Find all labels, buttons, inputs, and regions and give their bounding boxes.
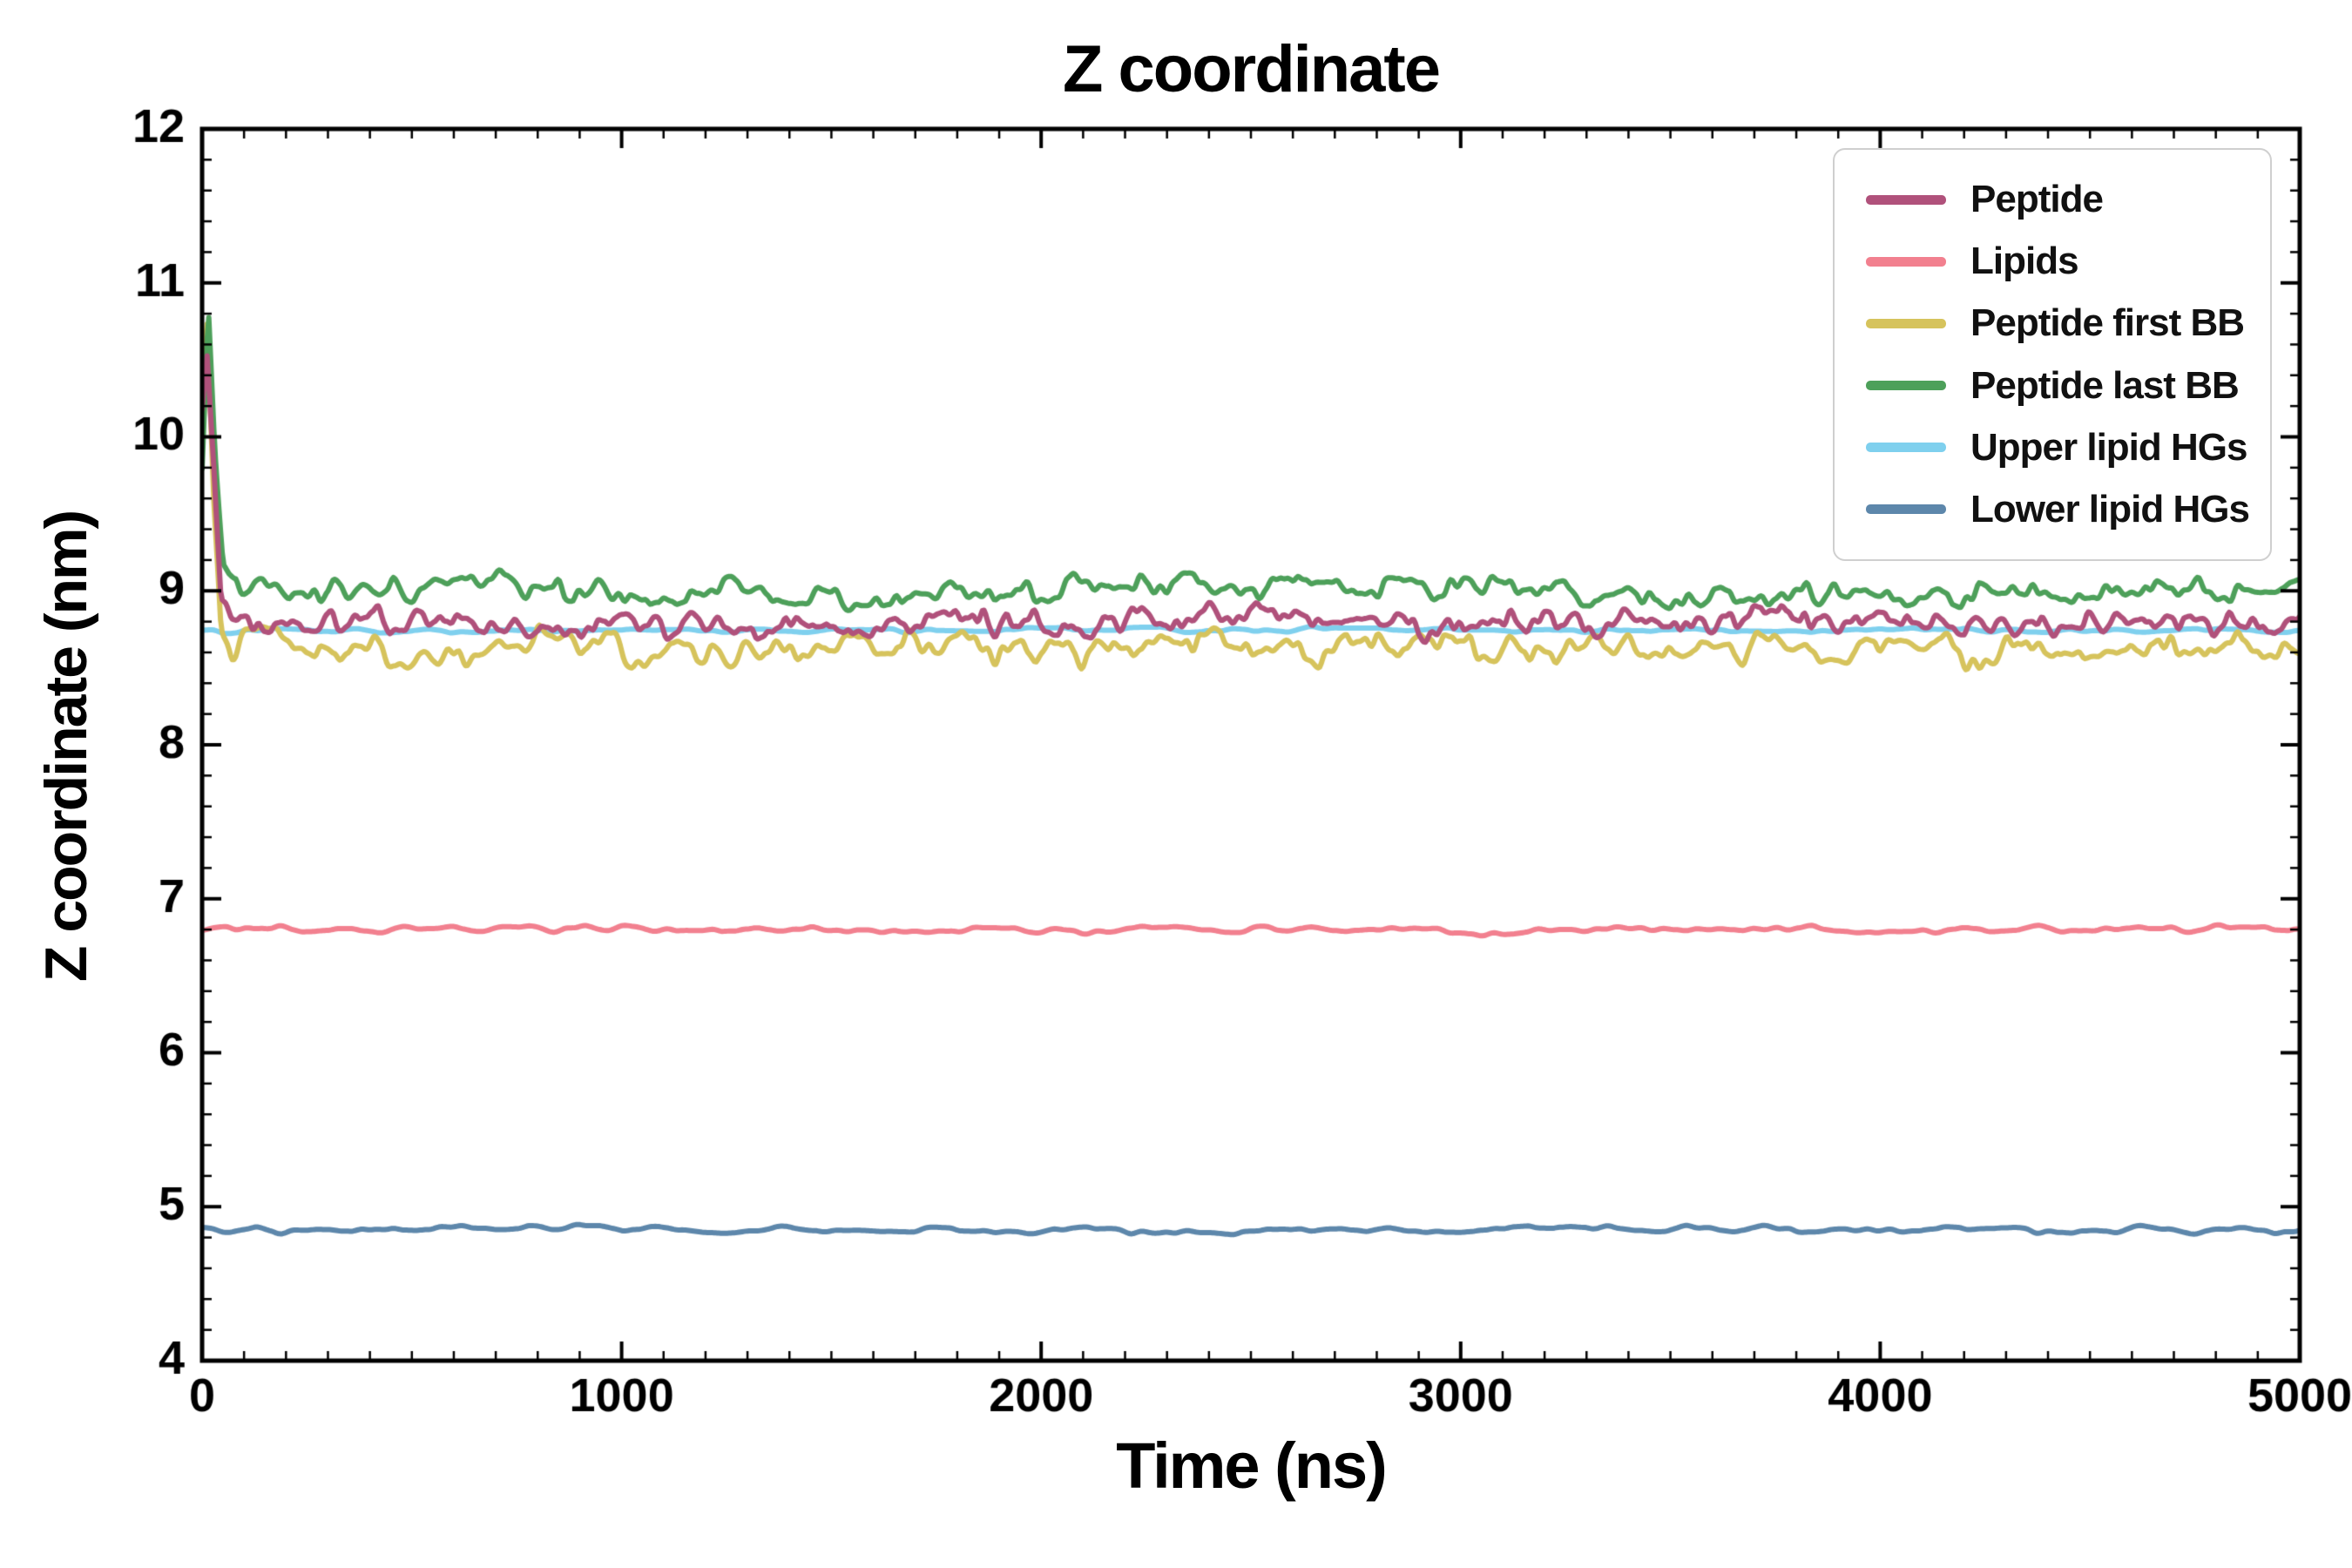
- legend-label: Peptide first BB: [1970, 301, 2245, 345]
- y-axis-label: Z coordinate (nm): [33, 510, 99, 983]
- legend-item: Peptide first BB: [1866, 301, 2245, 345]
- x-axis-label: Time (ns): [1116, 1429, 1388, 1502]
- legend: Peptide Lipids Peptide first BB Peptide las…: [1833, 148, 2272, 561]
- legend-swatch: [1866, 318, 1946, 328]
- legend-label: Peptide last BB: [1970, 363, 2240, 407]
- legend-item: Upper lipid HGs: [1866, 426, 2247, 470]
- legend-swatch: [1866, 504, 1946, 515]
- legend-swatch: [1866, 381, 1946, 391]
- legend-swatch: [1866, 256, 1946, 267]
- legend-label: Peptide: [1970, 178, 2104, 220]
- legend-item: Peptide: [1866, 178, 2239, 221]
- chart-title: Z coordinate: [1062, 32, 1441, 106]
- legend-label: Lipids: [1970, 240, 2079, 283]
- legend-item: Lower lipid HGs: [1866, 488, 2250, 531]
- legend-item: Lipids: [1866, 240, 2239, 283]
- legend-swatch: [1866, 194, 1946, 205]
- legend-item: Peptide last BB: [1866, 363, 2240, 408]
- legend-label: Lower lipid HGs: [1970, 487, 2250, 531]
- legend-label: Upper lipid HGs: [1970, 425, 2247, 469]
- legend-swatch: [1866, 443, 1946, 453]
